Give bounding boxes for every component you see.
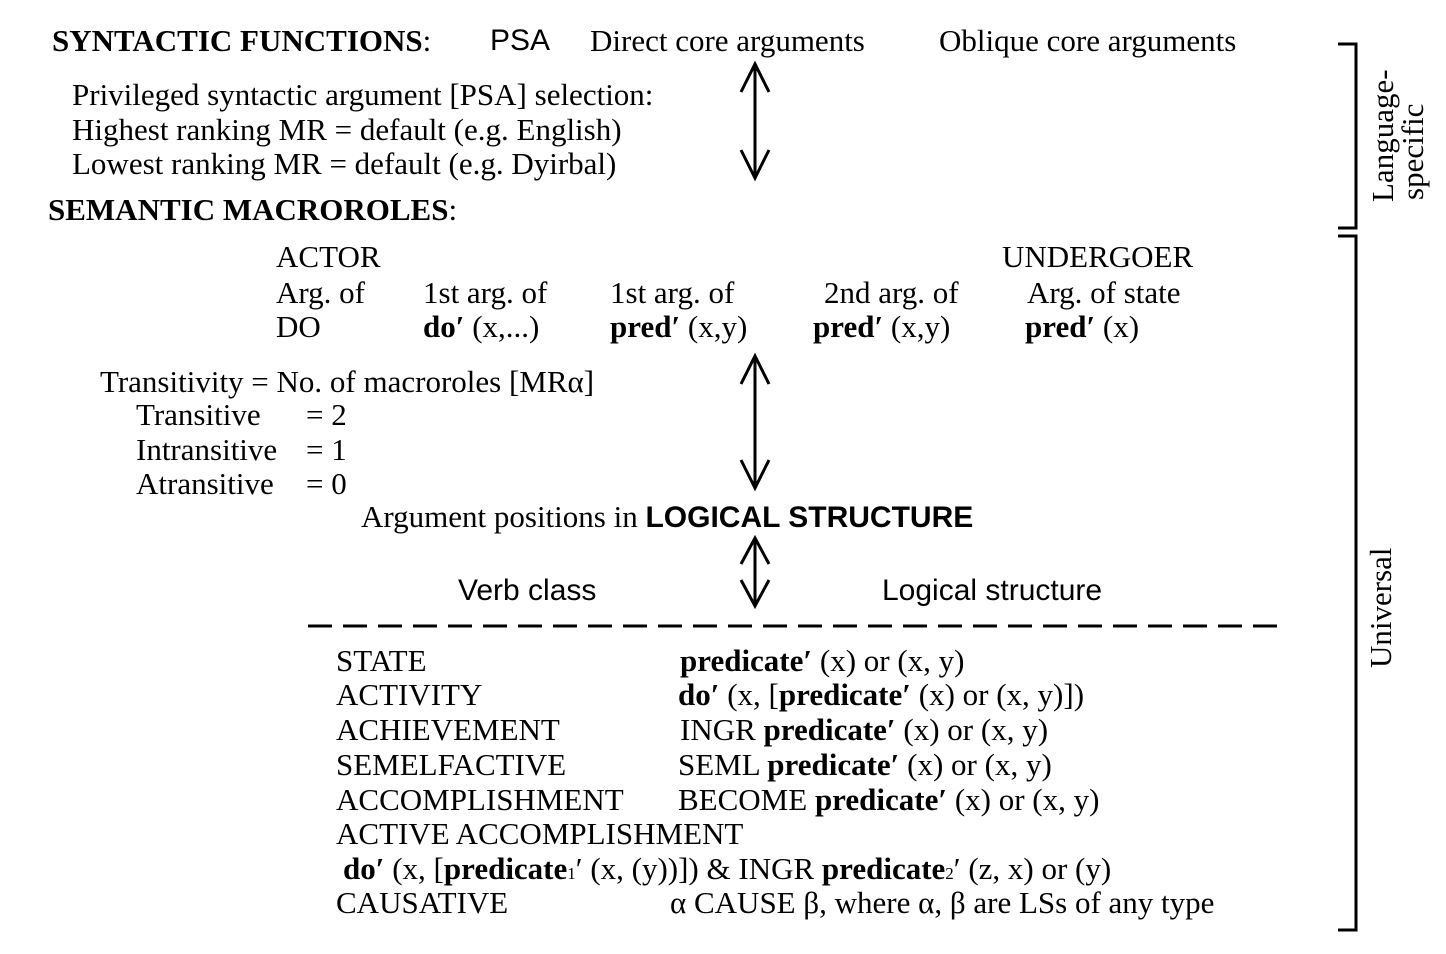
verb-class-activity: ACTIVITY	[336, 677, 483, 712]
hierarchy-col2-line2: do′ (x,...)	[423, 309, 540, 344]
double-arrow-bottom	[739, 534, 771, 610]
actor-label: ACTOR	[276, 239, 381, 274]
logical-structure-column-header: Logical structure	[882, 574, 1103, 607]
double-arrow-top	[739, 60, 771, 182]
logical-structure-heading: Argument positions in LOGICAL STRUCTURE	[361, 499, 974, 535]
hierarchy-col1-line1: Arg. of	[276, 275, 365, 310]
verb-class-achievement: ACHIEVEMENT	[336, 712, 560, 747]
transitivity-value-atransitive: = 0	[306, 466, 347, 501]
ls-active-accomplishment: do′ (x, [predicate1′ (x, (y))]) & INGR p…	[343, 851, 1112, 886]
ls-achievement: INGR predicate′ (x) or (x, y)	[680, 712, 1049, 747]
transitivity-heading: Transitivity = No. of macroroles [MRα]	[100, 364, 595, 399]
direct-core-arguments: Direct core arguments	[590, 23, 865, 58]
undergoer-label: UNDERGOER	[1002, 239, 1194, 274]
psa-selection-line-3: Lowest ranking MR = default (e.g. Dyirba…	[72, 146, 617, 181]
transitivity-label-intransitive: Intransitive	[136, 432, 278, 467]
bracket-universal	[1338, 234, 1358, 932]
verb-class-semelfactive: SEMELFACTIVE	[336, 747, 567, 782]
ls-activity: do′ (x, [predicate′ (x) or (x, y)])	[678, 677, 1085, 712]
hierarchy-col2-line1: 1st arg. of	[423, 275, 548, 310]
hierarchy-col5-line1: Arg. of state	[1027, 275, 1181, 310]
hierarchy-col1-line2: DO	[276, 309, 321, 344]
ls-causative: α CAUSE β, where α, β are LSs of any typ…	[670, 885, 1215, 920]
psa-label: PSA	[490, 24, 551, 57]
hierarchy-col3-line2: pred′ (x,y)	[610, 309, 748, 344]
transitivity-value-intransitive: = 1	[306, 432, 347, 467]
ls-semelfactive: SEML predicate′ (x) or (x, y)	[678, 747, 1052, 782]
language-specific-label: Language- specific	[1365, 69, 1430, 202]
ls-state: predicate′ (x) or (x, y)	[680, 643, 965, 678]
transitivity-label-atransitive: Atransitive	[136, 466, 274, 501]
psa-selection-line-1: Privileged syntactic argument [PSA] sele…	[72, 77, 654, 112]
hierarchy-col5-line2: pred′ (x)	[1025, 309, 1140, 344]
verb-class-column-header: Verb class	[458, 574, 597, 607]
hierarchy-col4-line1: 2nd arg. of	[824, 275, 959, 310]
hierarchy-col4-line2: pred′ (x,y)	[813, 309, 951, 344]
transitivity-value-transitive: = 2	[306, 397, 347, 432]
double-arrow-middle	[739, 352, 771, 492]
psa-selection-line-2: Highest ranking MR = default (e.g. Engli…	[72, 112, 622, 147]
verb-class-state: STATE	[336, 643, 427, 678]
bracket-language-specific	[1338, 42, 1358, 230]
hierarchy-col3-line1: 1st arg. of	[610, 275, 735, 310]
verb-class-accomplishment: ACCOMPLISHMENT	[336, 782, 624, 817]
verb-class-causative: CAUSATIVE	[336, 885, 509, 920]
transitivity-label-transitive: Transitive	[136, 397, 261, 432]
universal-label: Universal	[1363, 547, 1398, 668]
ls-accomplishment: BECOME predicate′ (x) or (x, y)	[678, 782, 1100, 817]
verb-class-active-accomplishment: ACTIVE ACCOMPLISHMENT	[336, 816, 744, 851]
semantic-macroroles-heading: SEMANTIC MACROROLES:	[48, 192, 458, 227]
syntactic-functions-heading: SYNTACTIC FUNCTIONS:	[52, 23, 432, 58]
oblique-core-arguments: Oblique core arguments	[939, 23, 1237, 58]
